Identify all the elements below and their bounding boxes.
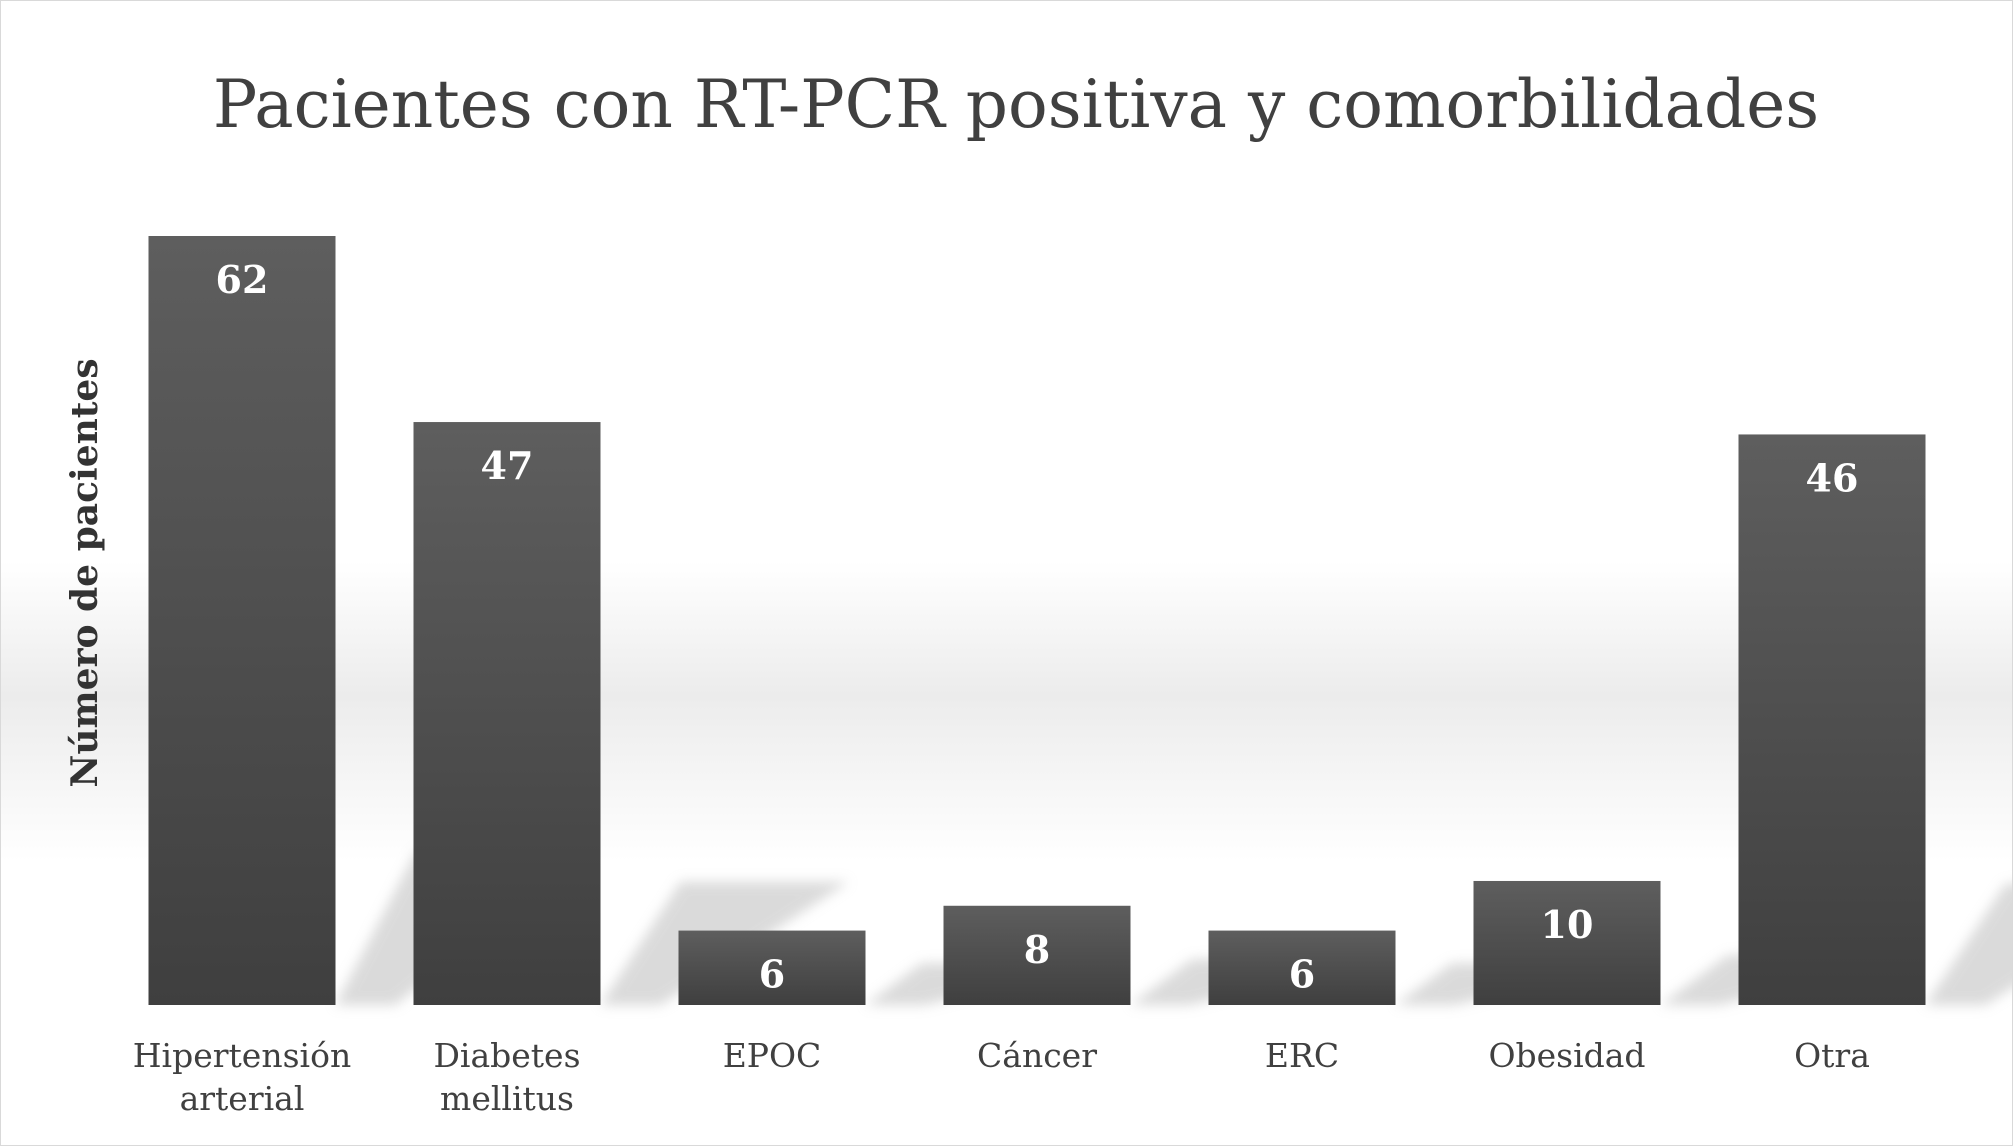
bars [148, 236, 1926, 1005]
chart-title: Pacientes con RT-PCR positiva y comorbil… [213, 66, 1819, 143]
floor-shading [1, 561, 2012, 861]
bar-hipertension-arterial [148, 236, 336, 1005]
bar-otra [1738, 434, 1926, 1005]
data-label-epoc: 6 [759, 952, 785, 997]
category-label-line: mellitus [440, 1079, 574, 1118]
category-label-line: EPOC [723, 1036, 822, 1075]
data-label-erc: 6 [1289, 952, 1315, 997]
category-label-line: Otra [1794, 1036, 1870, 1075]
category-label-obesidad: Obesidad [1488, 1036, 1645, 1075]
bar-cancer [943, 905, 1131, 1005]
data-label-diabetes-mellitus: 47 [481, 443, 534, 488]
bar-diabetes-mellitus [413, 422, 601, 1005]
data-labels: 62 47 6 8 6 10 46 [216, 257, 1859, 997]
data-label-cancer: 8 [1024, 927, 1050, 972]
data-label-obesidad: 10 [1541, 902, 1594, 947]
category-label-cancer: Cáncer [977, 1036, 1097, 1075]
category-label-line: Cáncer [977, 1036, 1097, 1075]
y-axis-title: Número de pacientes [64, 358, 106, 787]
category-label-otra: Otra [1794, 1036, 1870, 1075]
category-label-line: arterial [180, 1079, 305, 1118]
category-labels: Hipertensión arterial Diabetes mellitus EPOC… [133, 1036, 1870, 1118]
data-label-otra: 46 [1806, 455, 1859, 500]
bar-obesidad [1473, 880, 1661, 1005]
category-label-hipertension-arterial: Hipertensión arterial [133, 1036, 351, 1118]
category-label-diabetes-mellitus: Diabetes mellitus [433, 1036, 580, 1118]
category-label-line: Hipertensión [133, 1036, 351, 1075]
category-label-erc: ERC [1265, 1036, 1339, 1075]
bar-epoc [678, 930, 866, 1005]
data-label-hipertension-arterial: 62 [216, 257, 269, 302]
category-label-line: Obesidad [1488, 1036, 1645, 1075]
category-label-epoc: EPOC [723, 1036, 822, 1075]
bar-shadow-otra [1925, 883, 2012, 1005]
bar-erc [1208, 930, 1396, 1005]
category-label-line: ERC [1265, 1036, 1339, 1075]
category-label-line: Diabetes [433, 1036, 580, 1075]
